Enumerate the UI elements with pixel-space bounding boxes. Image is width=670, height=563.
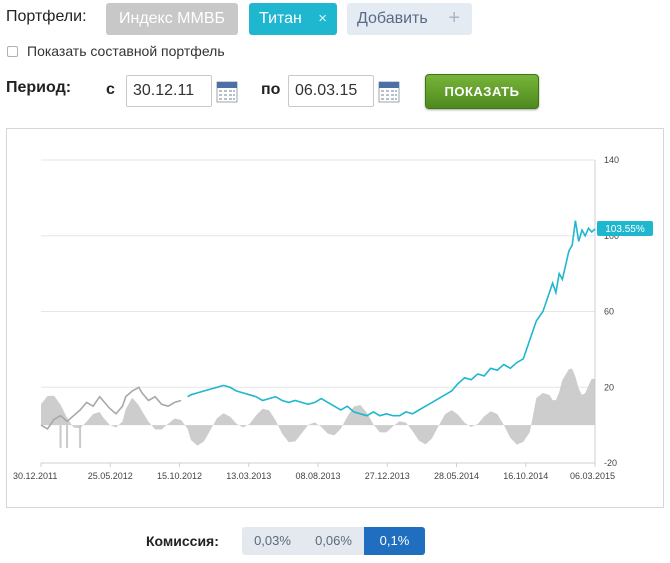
commission-option-01[interactable]: 0,1% [364, 527, 425, 555]
x-tick-label: 25.05.2012 [88, 471, 133, 481]
y-tick-label: -20 [604, 458, 617, 468]
x-tick-label: 16.10.2014 [503, 471, 548, 481]
date-to-input[interactable] [288, 75, 374, 107]
calendar-icon[interactable] [378, 79, 400, 103]
composite-portfolio-checkbox[interactable] [7, 46, 18, 57]
date-from-input[interactable] [126, 75, 212, 107]
end-value-badge [597, 221, 653, 237]
period-to-label: по [261, 81, 281, 98]
commission-label: Комиссия: [146, 533, 219, 549]
portfolios-label: Портфели: [6, 8, 87, 25]
show-button[interactable]: ПОКАЗАТЬ [425, 74, 539, 109]
x-tick-label: 28.05.2014 [434, 471, 479, 481]
commission-option-006[interactable]: 0,06% [303, 527, 364, 555]
x-tick-label: 13.03.2013 [226, 471, 271, 481]
y-tick-label: 20 [604, 382, 614, 392]
x-tick-label: 06.03.2015 [570, 471, 615, 481]
performance-chart: 1401006020-2030.12.201125.05.201215.10.2… [13, 155, 653, 481]
close-icon[interactable]: × [318, 10, 327, 27]
x-tick-label: 15.10.2012 [157, 471, 202, 481]
series-line-early [40, 386, 182, 430]
series-line [187, 220, 596, 417]
calendar-icon[interactable] [216, 79, 238, 103]
y-tick-label: 60 [604, 307, 614, 317]
x-tick-label: 30.12.2011 [13, 471, 57, 481]
period-from-label: с [106, 81, 115, 98]
add-portfolio-button[interactable]: Добавить + [347, 3, 472, 35]
portfolio-chip-label: Титан [259, 10, 302, 27]
add-portfolio-label: Добавить [357, 10, 428, 27]
comparison-area [41, 368, 595, 446]
commission-option-003[interactable]: 0,03% [242, 527, 303, 555]
plus-icon: + [448, 7, 460, 29]
x-tick-label: 08.08.2013 [295, 471, 340, 481]
composite-portfolio-label[interactable]: Показать составной портфель [27, 43, 225, 59]
portfolio-chip-titan[interactable]: Титан × [249, 3, 337, 35]
y-tick-label: 140 [604, 155, 619, 165]
end-value-label: 103.55% [605, 224, 645, 235]
portfolio-chip-micex[interactable]: Индекс ММВБ [106, 3, 238, 35]
portfolio-chip-label: Индекс ММВБ [118, 10, 226, 27]
x-tick-label: 27.12.2013 [365, 471, 410, 481]
period-label: Период: [6, 79, 72, 96]
chart-panel: 1401006020-2030.12.201125.05.201215.10.2… [6, 128, 664, 508]
